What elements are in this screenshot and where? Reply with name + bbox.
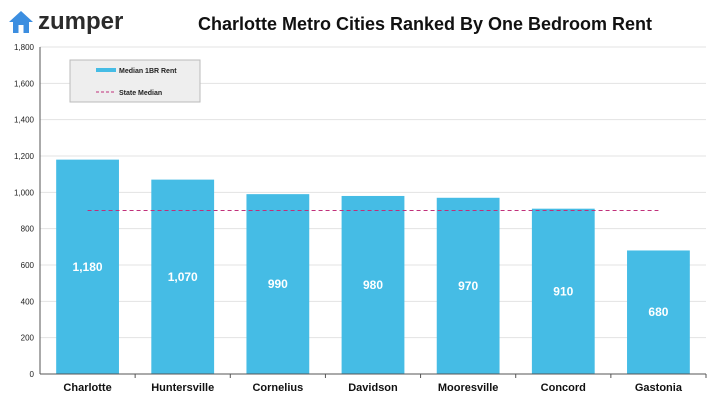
- y-tick-label: 1,400: [14, 116, 35, 125]
- zumper-logo[interactable]: zumper: [8, 8, 123, 36]
- x-category-label: Huntersville: [151, 382, 214, 394]
- legend-label: Median 1BR Rent: [119, 68, 177, 75]
- bar-layer: 1,180 1,070 990 980 970 910 680: [56, 159, 690, 374]
- data-label: 970: [458, 279, 478, 293]
- data-label: 910: [553, 284, 573, 298]
- y-tick-label: 1,200: [14, 152, 35, 161]
- logo-wordmark: zumper: [38, 8, 124, 35]
- legend: Median 1BR Rent State Median: [69, 59, 201, 103]
- data-label: 680: [648, 305, 668, 319]
- y-tick-label: 1,800: [14, 43, 35, 52]
- y-tick-label: 800: [21, 225, 35, 234]
- y-tick-label: 1,600: [14, 79, 35, 88]
- data-label: 980: [363, 278, 383, 292]
- bar: [531, 208, 595, 374]
- x-category-label: Concord: [541, 382, 586, 394]
- x-category-label: Charlotte: [63, 382, 111, 394]
- y-tick-label: 600: [21, 261, 35, 270]
- bar: [151, 179, 215, 374]
- x-category-label: Gastonia: [635, 382, 683, 394]
- x-category-label: Davidson: [348, 382, 398, 394]
- y-tick-label: 1,000: [14, 188, 35, 197]
- bar: [246, 194, 310, 374]
- y-tick-label: 200: [21, 334, 35, 343]
- bar: [56, 159, 119, 374]
- legend-label: State Median: [119, 90, 162, 97]
- chart-title: Charlotte Metro Cities Ranked By One Bed…: [197, 14, 653, 34]
- data-label: 1,070: [168, 270, 198, 284]
- y-tick-label: 0: [30, 370, 35, 379]
- y-tick-label: 400: [21, 297, 35, 306]
- legend-box: [69, 59, 201, 103]
- bar: [341, 195, 405, 374]
- data-label: 1,180: [73, 260, 103, 274]
- legend-swatch-bar: [96, 68, 116, 72]
- data-label: 990: [268, 277, 288, 291]
- axis-layer: 0 200 400 600 800 1,000 1,200 1,400 1,600 1,800 Ch…: [14, 43, 707, 394]
- house-icon: [9, 11, 33, 33]
- x-category-label: Mooresville: [438, 382, 499, 394]
- bar: [627, 250, 690, 374]
- x-category-label: Cornelius: [252, 382, 303, 394]
- bar: [436, 197, 500, 374]
